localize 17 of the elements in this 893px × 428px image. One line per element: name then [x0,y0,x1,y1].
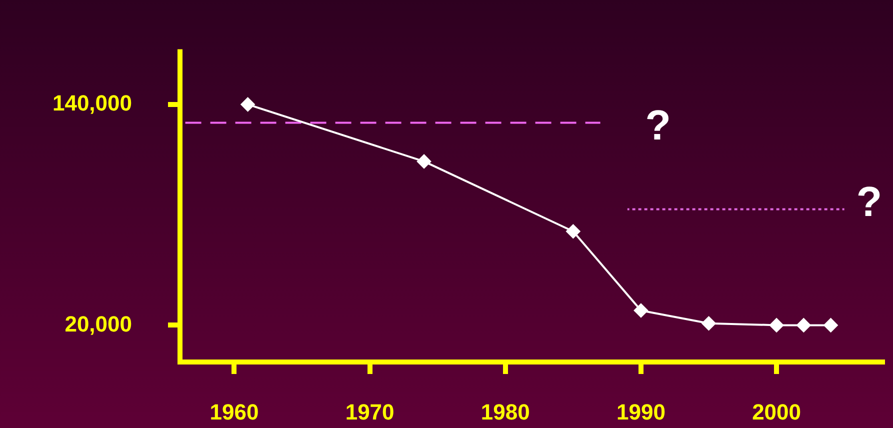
y-tick-label: 140,000 [52,90,132,116]
point [240,97,255,112]
annotation: ? [856,178,882,225]
point [566,224,580,238]
x-tick-label: 1960 [210,399,259,424]
annotation: ? [645,101,671,148]
x-tick-label: 2000 [752,399,802,424]
point [770,318,784,332]
x-tick-label: 1980 [480,399,530,424]
point [634,303,648,318]
point [417,154,432,168]
x-tick-label: 1970 [345,399,394,424]
point [824,318,838,332]
point [702,316,716,330]
x-tick-label: 1990 [616,399,666,424]
point [796,318,811,332]
y-tick-label: 20,000 [64,311,132,336]
